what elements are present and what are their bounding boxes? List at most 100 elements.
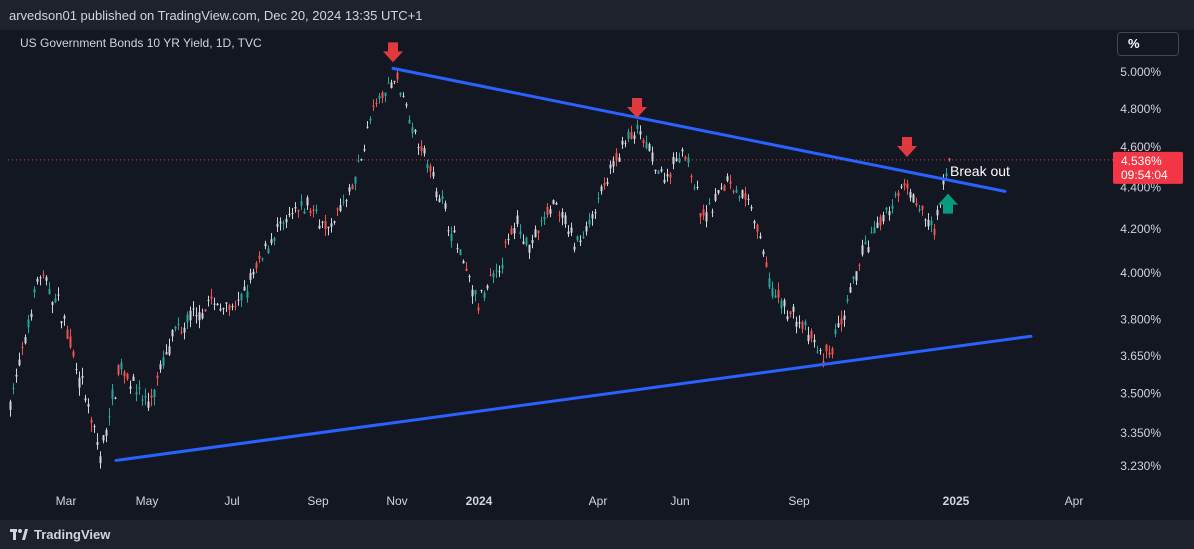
candle-body (81, 376, 84, 378)
candle-body (855, 271, 858, 281)
candle (510, 225, 513, 236)
time-tick-label: Sep (788, 494, 810, 508)
candle-body (153, 389, 156, 398)
trendline (114, 334, 1033, 462)
candle (933, 224, 936, 240)
candle-body (780, 300, 783, 309)
candle-body (27, 319, 30, 328)
candle-body (366, 126, 369, 128)
candle (768, 272, 771, 290)
candle (198, 305, 201, 329)
candle (519, 224, 522, 239)
candle (426, 159, 429, 173)
candle (171, 329, 174, 342)
candle-body (9, 401, 12, 410)
candle (48, 282, 51, 295)
candle (474, 289, 477, 302)
candle (792, 304, 795, 319)
candle (804, 319, 807, 331)
candle (189, 306, 192, 328)
candle-body (738, 196, 741, 198)
candle (495, 263, 498, 279)
candle (303, 208, 306, 215)
candle (372, 99, 375, 112)
candle-body (789, 311, 792, 315)
candle (738, 195, 741, 202)
candle-body (438, 198, 441, 202)
candle-body (540, 220, 543, 222)
candle-body (687, 157, 690, 163)
candle-body (585, 226, 588, 232)
percent-scale-button[interactable]: % (1117, 32, 1179, 56)
candle-body (795, 321, 798, 327)
candle (342, 194, 345, 206)
candle-body (105, 430, 108, 436)
candle (654, 169, 657, 175)
candle (108, 407, 111, 426)
candle-body (321, 221, 324, 223)
candle-body (135, 392, 138, 395)
candle (69, 328, 72, 349)
candle (204, 308, 207, 313)
tradingview-logo[interactable]: TradingView (10, 527, 110, 542)
candle (180, 326, 183, 335)
candle (918, 204, 921, 213)
candle (336, 207, 339, 216)
candle-body (528, 244, 531, 253)
candle-body (132, 376, 135, 381)
candle (639, 125, 642, 140)
candle (300, 194, 303, 210)
candle-body (759, 236, 762, 239)
candle-body (174, 326, 177, 329)
candle-body (351, 185, 354, 190)
price-tick-label: 5.000% (1120, 65, 1161, 79)
candle-body (900, 186, 903, 188)
candle-body (30, 313, 33, 318)
candle (699, 213, 702, 225)
chart-panel[interactable]: 5.000% 4.800% 4.600% 4.400% 4.200% 4.000% 3.80… (8, 30, 1186, 520)
candle (186, 311, 189, 329)
candle (210, 288, 213, 305)
candle (807, 326, 810, 345)
candle-body (360, 159, 363, 161)
candle-body (861, 245, 864, 255)
candle-body (576, 236, 579, 241)
candle (228, 303, 231, 316)
candle (147, 392, 150, 412)
candle-body (546, 206, 549, 215)
candle-body (771, 287, 774, 297)
candle (324, 214, 327, 236)
candle (831, 346, 834, 359)
candle-body (906, 183, 909, 189)
candle-body (594, 212, 597, 214)
candle (564, 212, 567, 228)
candle-body (645, 142, 648, 149)
candle-body (468, 276, 471, 278)
candle-body (177, 323, 180, 325)
candle-body (291, 213, 294, 215)
price-tick-label: 3.230% (1120, 459, 1161, 473)
candle (339, 198, 342, 213)
candle-body (426, 164, 429, 169)
candle-body (750, 207, 753, 209)
candle-body (498, 271, 501, 273)
candle (102, 435, 105, 444)
candle (402, 92, 405, 98)
candle-body (228, 305, 231, 310)
candle (117, 363, 120, 377)
candle (714, 188, 717, 203)
time-tick-label: Jul (224, 494, 239, 508)
price-chart[interactable]: 5.000%4.800%4.600%4.400%4.200%4.000%3.80… (8, 30, 1186, 520)
candle-body (762, 251, 765, 255)
candle (591, 210, 594, 226)
candle (573, 242, 576, 253)
candle-body (768, 278, 771, 288)
candle-body (891, 205, 894, 209)
candle-body (255, 263, 258, 269)
candle-body (375, 103, 378, 105)
candle-body (147, 401, 150, 408)
candle-body (657, 171, 660, 174)
candle-body (633, 135, 636, 139)
candle (687, 153, 690, 168)
candle (747, 194, 750, 205)
